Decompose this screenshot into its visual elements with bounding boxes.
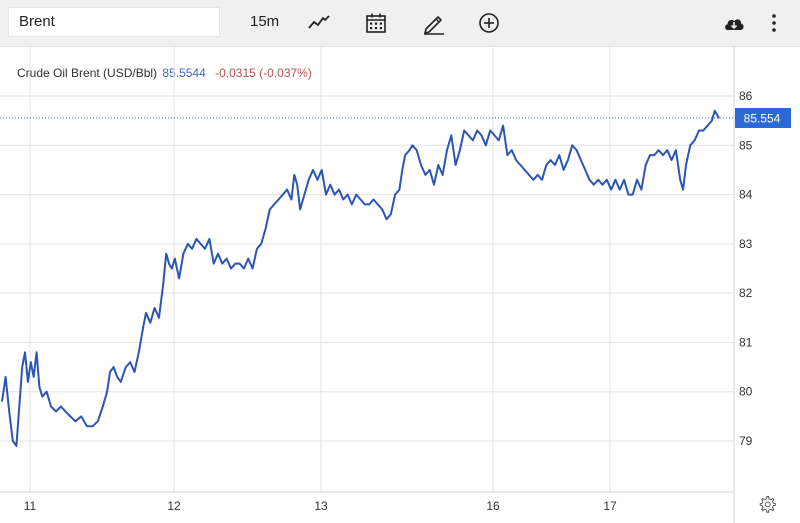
price-chart[interactable]: 79 80 81 82 83 84 85 86 11 12 13 16 17 85.554	[0, 46, 800, 523]
y-tick-label: 79	[739, 434, 753, 448]
current-price: 85.5544	[162, 66, 206, 80]
price-line-series	[1, 109, 720, 447]
last-price-tag	[735, 107, 791, 128]
more-vertical-icon[interactable]	[762, 11, 786, 35]
x-tick-label: 13	[314, 499, 328, 513]
price-change: -0.0315 (-0.037%)	[215, 66, 312, 80]
chart-header: Crude Oil Brent (USD/Bbl) 85.5544 -0.031…	[17, 66, 312, 80]
y-tick-label: 86	[739, 89, 753, 103]
x-tick-label: 17	[603, 499, 617, 513]
y-tick-label: 85	[739, 138, 753, 152]
instrument-title: Crude Oil Brent (USD/Bbl)	[17, 66, 158, 80]
calendar-icon[interactable]	[364, 11, 388, 35]
x-tick-label: 12	[167, 499, 181, 513]
plus-circle-icon[interactable]	[477, 11, 501, 35]
y-tick-label: 81	[739, 335, 753, 349]
gear-icon[interactable]	[758, 495, 776, 513]
pencil-icon[interactable]	[422, 11, 446, 35]
y-tick-label: 83	[739, 237, 753, 251]
toolbar: Brent 15m	[0, 0, 800, 47]
x-tick-label: 11	[24, 499, 37, 513]
cloud-download-icon[interactable]	[722, 11, 746, 35]
x-tick-label: 16	[486, 499, 500, 513]
interval-selector[interactable]: 15m	[250, 13, 280, 30]
y-tick-label: 82	[739, 286, 753, 300]
y-tick-label: 80	[739, 385, 753, 399]
last-price-label: 85.554	[744, 111, 781, 125]
y-tick-label: 84	[739, 188, 753, 202]
line-chart-icon[interactable]	[307, 11, 331, 35]
symbol-search-input[interactable]: Brent	[8, 7, 220, 37]
